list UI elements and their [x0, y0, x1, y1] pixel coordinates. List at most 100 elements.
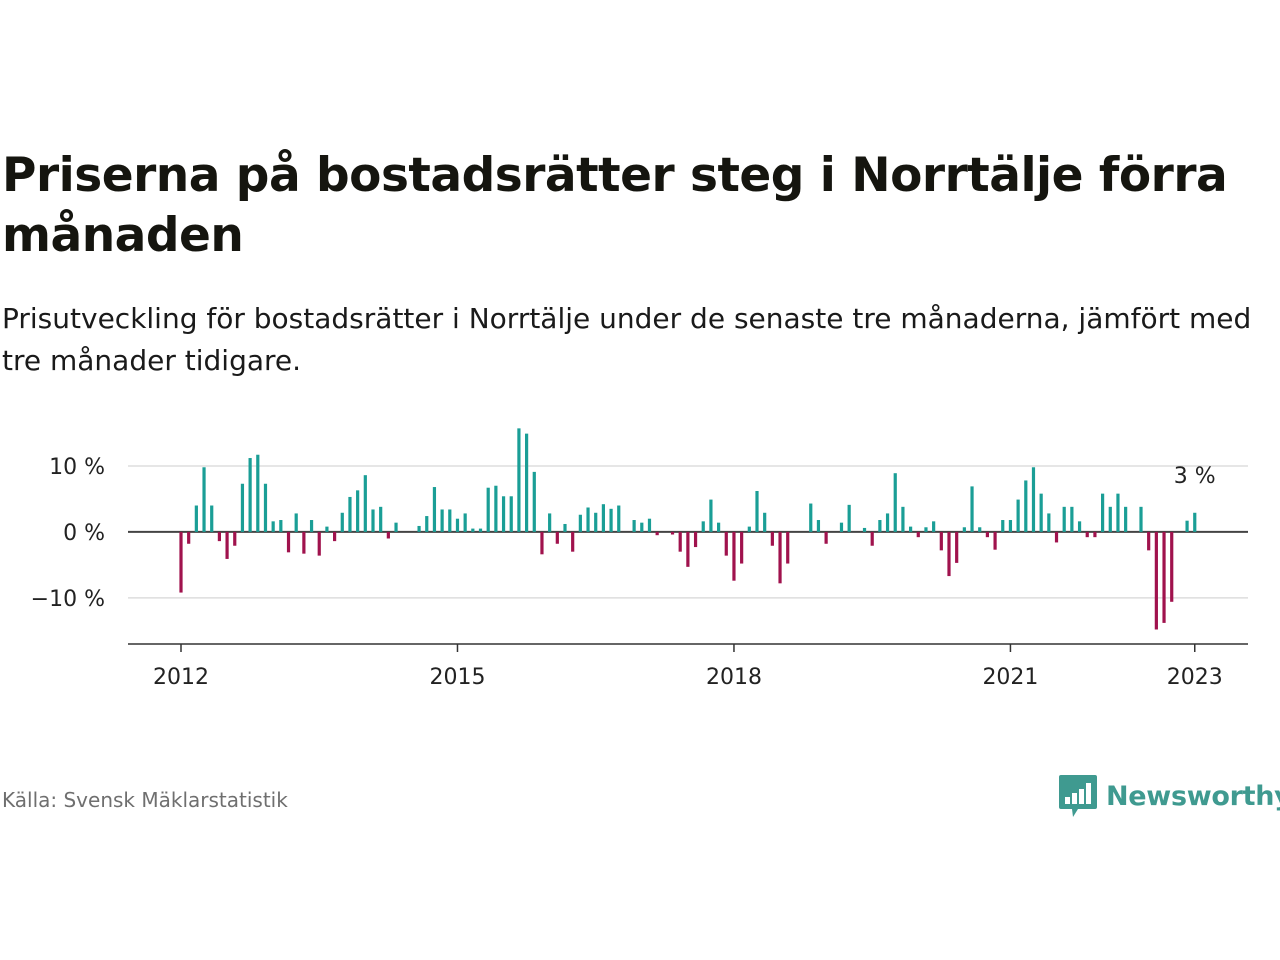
y-tick-label: 0 % — [63, 521, 105, 546]
bar — [1031, 467, 1036, 532]
y-tick-label: 10 % — [49, 455, 105, 480]
bar — [724, 531, 728, 556]
bar — [233, 531, 237, 546]
x-tick-label: 2012 — [153, 665, 209, 690]
bar — [1047, 513, 1051, 532]
bar — [333, 531, 337, 542]
bar — [563, 523, 567, 532]
bar — [394, 522, 398, 532]
bar — [601, 504, 605, 532]
bar — [786, 531, 790, 564]
bar — [1077, 521, 1082, 532]
tick-labels: 10 % 0 % −10 % 2012 2015 2018 2021 2023 3 % — [31, 455, 1223, 690]
bar — [302, 531, 306, 554]
bar — [1062, 506, 1066, 532]
bar — [194, 505, 198, 532]
bar — [893, 473, 897, 532]
bar — [770, 531, 774, 546]
bar — [701, 521, 705, 532]
bar — [870, 531, 874, 546]
bar — [809, 503, 813, 532]
bar — [955, 531, 959, 563]
bar — [1024, 480, 1028, 532]
bar — [371, 509, 375, 532]
bar — [717, 522, 721, 532]
bar — [248, 458, 252, 532]
bar — [294, 513, 298, 532]
bar — [1147, 531, 1151, 551]
bar — [501, 496, 506, 532]
bar — [985, 531, 989, 538]
bar — [1170, 531, 1174, 602]
brand-name: Newsworthy — [1106, 780, 1280, 812]
x-tick-label: 2023 — [1167, 665, 1223, 690]
bar — [386, 531, 390, 539]
bar — [1193, 512, 1197, 532]
chart-title: Priserna på bostadsrätter steg i Norrtäl… — [2, 148, 1228, 263]
bar — [901, 506, 905, 532]
bar — [455, 518, 460, 532]
bar — [348, 496, 352, 532]
bar — [1108, 506, 1112, 532]
bar — [325, 526, 329, 532]
bar — [486, 487, 490, 532]
bar — [478, 528, 483, 532]
bar — [824, 531, 828, 544]
newsworthy-logo-icon — [1059, 775, 1097, 817]
bar — [924, 527, 928, 532]
bar — [555, 531, 559, 544]
bar — [678, 531, 682, 552]
bar — [463, 513, 467, 532]
bar — [594, 512, 598, 532]
y-tick-label: −10 % — [31, 587, 105, 612]
bar — [217, 531, 221, 542]
x-tick-label: 2021 — [982, 665, 1038, 690]
bar-series — [179, 428, 1197, 630]
bar — [617, 505, 621, 532]
bar — [862, 527, 867, 532]
bar — [732, 531, 736, 581]
bar — [578, 514, 582, 532]
bar — [655, 531, 659, 536]
brand-logo: Newsworthy — [1058, 772, 1280, 820]
bar — [693, 531, 698, 548]
last-value-label: 3 % — [1174, 464, 1216, 489]
bar — [517, 428, 521, 532]
bar — [878, 520, 882, 532]
bar — [763, 512, 767, 532]
bar — [187, 531, 191, 544]
bar — [970, 486, 974, 532]
bar — [1139, 506, 1143, 532]
bar — [340, 512, 344, 532]
bar — [939, 531, 943, 551]
bar — [1124, 506, 1128, 532]
bar — [548, 513, 552, 532]
bar — [432, 487, 437, 532]
bar — [1116, 493, 1120, 532]
bar — [1162, 531, 1166, 623]
bar — [494, 485, 498, 532]
bar — [540, 531, 544, 555]
bar — [356, 490, 360, 532]
bar — [471, 528, 475, 532]
bar — [747, 526, 751, 532]
bar — [1008, 520, 1013, 532]
bar — [571, 531, 575, 552]
bar — [210, 505, 214, 532]
bar — [179, 531, 183, 593]
bar — [256, 454, 260, 532]
axes — [128, 643, 1248, 652]
bar — [839, 522, 844, 532]
bar — [1054, 531, 1059, 543]
bar — [647, 518, 652, 532]
bar-chart: 10 % 0 % −10 % 2012 2015 2018 2021 2023 3 % — [31, 428, 1248, 690]
bar — [1185, 520, 1189, 532]
bar — [425, 516, 429, 532]
bar — [909, 526, 913, 532]
bar — [816, 520, 821, 532]
bar — [670, 531, 675, 535]
bar — [309, 520, 314, 532]
source-note: Källa: Svensk Mäklarstatistik — [2, 788, 288, 812]
chart-subtitle: Prisutveckling för bostadsrätter i Norrt… — [2, 302, 1252, 377]
bar — [317, 531, 321, 556]
